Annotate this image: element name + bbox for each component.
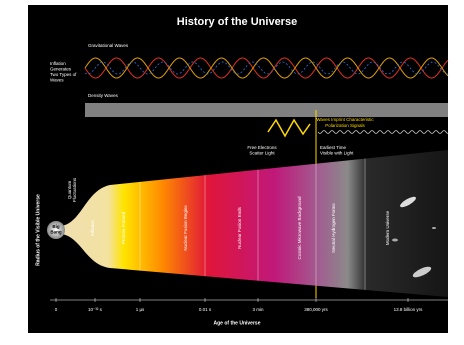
era-label: Nuclear Fusion Begins bbox=[183, 205, 188, 251]
scatter-label: Free Electrons bbox=[247, 145, 277, 150]
density-band bbox=[85, 103, 448, 117]
axis-tick-label: 380,000 yrs bbox=[304, 307, 328, 312]
axis-tick-label: 13.8 billion yrs bbox=[394, 307, 424, 312]
earliest-label: Earliest Time bbox=[320, 145, 347, 150]
axis-tick-label: 1 µs bbox=[136, 307, 145, 312]
density-label: Density Waves bbox=[88, 93, 119, 98]
axis-tick-label: 10⁻³² s bbox=[88, 307, 103, 312]
big-bang-label: Big bbox=[52, 224, 60, 229]
era-label: Cosmic Microwave Background bbox=[297, 196, 302, 260]
era-label: Neutral Hydrogen Forms bbox=[331, 203, 336, 253]
x-axis-label: Age of the Universe bbox=[214, 320, 261, 326]
scatter-label: Scatter Light bbox=[249, 151, 275, 156]
side-label-line: Generates bbox=[50, 67, 72, 72]
title: History of the Universe bbox=[177, 16, 297, 28]
diagram: History of the Universe Gravitational Wa… bbox=[0, 0, 464, 345]
gravitational-label: Gravitational Waves bbox=[88, 43, 129, 48]
axis-tick-label: 0.01 s bbox=[199, 307, 212, 312]
y-axis-label: Radius of the Visible Universe bbox=[35, 194, 41, 266]
side-label-line: Waves bbox=[50, 78, 64, 83]
polarization-label: Waves Imprint Characteristic bbox=[316, 117, 374, 122]
galaxy bbox=[432, 227, 436, 229]
era-label: Inflation bbox=[90, 220, 95, 236]
quantum-label: Fluctuations bbox=[72, 177, 77, 202]
side-label-line: Two Types of bbox=[50, 72, 77, 77]
side-label-line: Inflation bbox=[50, 61, 66, 66]
axis-tick-label: 3 min bbox=[252, 307, 264, 312]
polarization-label: Polarization Signals bbox=[325, 123, 365, 128]
galaxy bbox=[392, 239, 398, 242]
earliest-label: Visible with Light bbox=[320, 151, 354, 156]
era-label: Modern Universe bbox=[385, 210, 390, 245]
era-label: Nuclear Fusion Ends bbox=[237, 206, 242, 249]
big-bang-label: Bang bbox=[50, 230, 62, 235]
era-label: Protons Formed bbox=[121, 211, 126, 244]
